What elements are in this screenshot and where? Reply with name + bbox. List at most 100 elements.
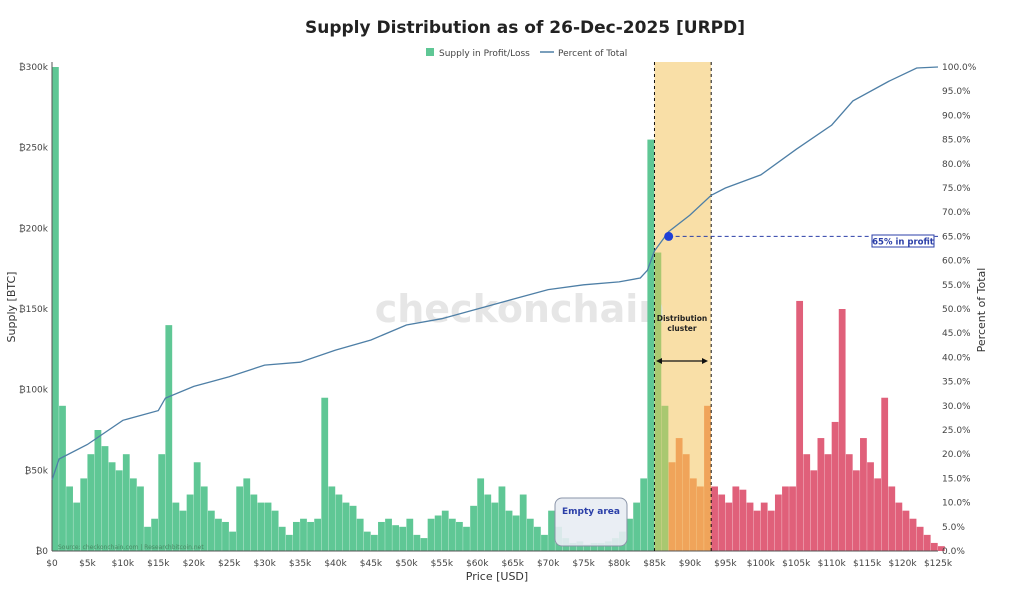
supply-bar xyxy=(647,139,655,551)
supply-bar xyxy=(94,430,102,551)
supply-bar xyxy=(207,510,215,551)
supply-bar xyxy=(470,505,477,551)
x-tick-label: $20k xyxy=(183,559,206,569)
supply-bar xyxy=(370,534,378,551)
supply-bar xyxy=(406,518,414,551)
axes: $0 $5k $10k $15k $20k $25k $30k $35k $40k $45k $50… xyxy=(19,62,977,569)
y2-tick-label: 50.0% xyxy=(942,305,971,315)
x-tick-label: $10k xyxy=(112,559,135,569)
supply-bar xyxy=(938,546,945,551)
supply-bar xyxy=(704,405,711,551)
supply-bar xyxy=(363,531,371,551)
y-axis-label: Supply [BTC] xyxy=(5,272,18,343)
y2-tick-label: 40.0% xyxy=(942,353,971,363)
supply-bar xyxy=(626,518,633,551)
supply-bar xyxy=(392,525,400,551)
supply-bar xyxy=(300,518,307,551)
y2-tick-label: 10.0% xyxy=(942,499,971,509)
y2-tick-label: 5.0% xyxy=(942,523,965,533)
supply-bar xyxy=(782,486,789,551)
x-tick-label: $40k xyxy=(324,559,347,569)
supply-bar xyxy=(285,534,293,551)
supply-bar xyxy=(215,518,222,551)
supply-bar xyxy=(108,462,116,551)
supply-bar xyxy=(456,521,463,551)
cluster-label-2: cluster xyxy=(667,324,696,333)
supply-bar xyxy=(548,510,555,551)
supply-bar xyxy=(477,478,485,551)
supply-bar xyxy=(257,502,265,551)
supply-bar xyxy=(668,462,676,551)
y2-tick-label: 70.0% xyxy=(942,208,971,218)
y2-tick-label: 80.0% xyxy=(942,160,971,170)
supply-bar xyxy=(824,454,832,551)
x-tick-label: $105k xyxy=(782,559,811,569)
x-tick-label: $55k xyxy=(431,559,454,569)
supply-bar xyxy=(739,489,747,551)
x-tick-label: $90k xyxy=(679,559,702,569)
supply-bar xyxy=(505,510,513,551)
supply-bar xyxy=(264,502,272,551)
supply-bar xyxy=(278,526,286,551)
x-tick-label: $65k xyxy=(502,559,525,569)
supply-bar xyxy=(519,494,527,551)
supply-bar xyxy=(491,502,499,551)
y-tick-label: ₿0 xyxy=(36,546,49,557)
y2-tick-label: 55.0% xyxy=(942,281,971,291)
y2-tick-label: 100.0% xyxy=(942,63,977,73)
supply-bar xyxy=(129,478,137,551)
supply-bar xyxy=(838,309,846,551)
source-note: Source: checkonchain.com | Researchbitco… xyxy=(58,544,204,551)
supply-bar xyxy=(796,300,804,551)
supply-bar xyxy=(689,478,697,551)
supply-bar xyxy=(597,542,605,551)
supply-bar xyxy=(711,486,718,551)
supply-bar xyxy=(767,510,775,551)
supply-bar xyxy=(640,478,648,551)
supply-bar xyxy=(512,515,520,551)
supply-bar xyxy=(229,531,236,551)
x-tick-label: $45k xyxy=(360,559,383,569)
y-tick-label: ₿250k xyxy=(19,143,49,154)
supply-bar xyxy=(774,494,782,551)
supply-bar xyxy=(654,252,662,552)
supply-bar xyxy=(718,494,726,551)
supply-bar xyxy=(222,521,229,551)
supply-bar xyxy=(526,518,534,551)
supply-bar xyxy=(356,518,364,551)
supply-bar xyxy=(87,454,95,551)
y-tick-label: ₿50k xyxy=(25,465,49,476)
x-tick-label: $95k xyxy=(714,559,737,569)
x-axis-label: Price [USD] xyxy=(466,570,528,583)
supply-bar xyxy=(916,526,924,551)
supply-bar xyxy=(633,502,641,551)
cluster-label-1: Distribution xyxy=(657,314,707,323)
supply-bar xyxy=(590,542,598,551)
supply-bar xyxy=(314,518,322,551)
supply-bar xyxy=(80,478,88,551)
supply-bar xyxy=(463,526,470,551)
empty-area-box xyxy=(554,497,628,547)
supply-bar xyxy=(441,510,449,551)
supply-bar xyxy=(852,470,860,551)
y2-tick-label: 45.0% xyxy=(942,329,971,339)
supply-bar xyxy=(675,438,683,551)
y2-tick-label: 0.0% xyxy=(942,547,965,557)
chart-title: Supply Distribution as of 26-Dec-2025 [U… xyxy=(305,18,745,38)
supply-bar xyxy=(789,486,796,551)
supply-bar xyxy=(250,494,258,551)
y-tick-label: ₿200k xyxy=(19,223,49,234)
supply-bar xyxy=(186,494,194,551)
supply-bar xyxy=(817,438,825,551)
y2-tick-label: 60.0% xyxy=(942,257,971,267)
supply-bar xyxy=(399,526,407,551)
profit-marker-dot xyxy=(664,231,674,241)
supply-bar xyxy=(831,421,839,551)
supply-bar xyxy=(845,454,853,551)
x-tick-label: $35k xyxy=(289,559,312,569)
supply-bar xyxy=(732,486,740,551)
supply-bar xyxy=(902,510,910,551)
supply-bar xyxy=(151,518,159,551)
supply-bar xyxy=(661,405,669,551)
